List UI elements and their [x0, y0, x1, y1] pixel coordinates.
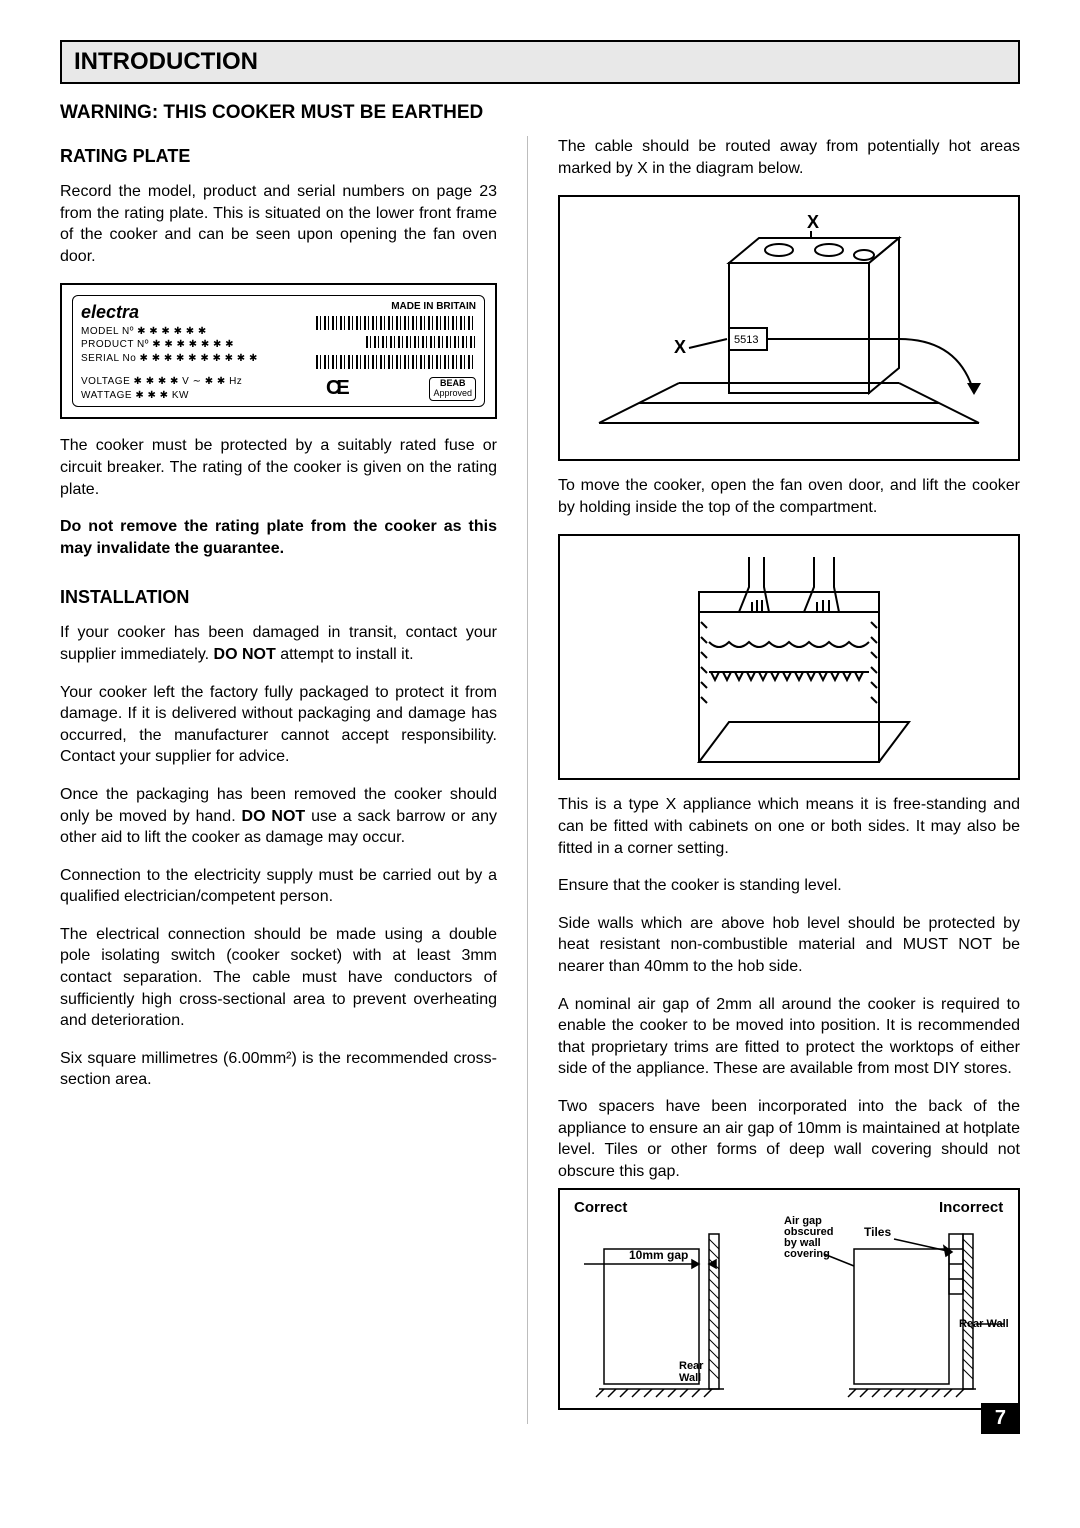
barcode-3: [316, 355, 476, 369]
rear-wall-right-label: Rear Wall: [959, 1318, 1009, 1330]
left-column: RATING PLATE Record the model, product a…: [60, 136, 497, 1424]
do-not-remove-paragraph: Do not remove the rating plate from the …: [60, 516, 497, 559]
page-number: 7: [981, 1403, 1020, 1434]
right-column: The cable should be routed away from pot…: [558, 136, 1020, 1424]
brand-label: electra: [81, 300, 279, 324]
right-p1: The cable should be routed away from pot…: [558, 136, 1020, 179]
voltage-line: VOLTAGE ✱ ✱ ✱ ✱ V ∼ ✱ ✱ Hz: [81, 375, 242, 389]
product-line: PRODUCT Nº ✱ ✱ ✱ ✱ ✱ ✱ ✱: [81, 338, 279, 352]
beab-box: BEAB Approved: [429, 377, 476, 401]
ce-mark: CE: [326, 375, 346, 402]
lift-cooker-svg: [639, 542, 939, 772]
made-in-label: MADE IN BRITAIN: [279, 300, 477, 314]
barcode-1: [316, 316, 476, 330]
installation-heading: INSTALLATION: [60, 587, 497, 608]
right-p7: Two spacers have been incorporated into …: [558, 1096, 1020, 1182]
gap-label: 10mm gap: [629, 1248, 688, 1262]
beab-approved: Approved: [433, 389, 472, 399]
tiles-label: Tiles: [864, 1225, 891, 1239]
rear-wall-left-label: RearWall: [679, 1360, 704, 1384]
install-p3: Once the packaging has been removed the …: [60, 784, 497, 849]
svg-text:X: X: [674, 337, 686, 357]
install-p3b: DO NOT: [242, 808, 306, 825]
install-p1c: attempt to install it.: [276, 646, 414, 663]
install-p4: Connection to the electricity supply mus…: [60, 865, 497, 908]
page: INTRODUCTION WARNING: THIS COOKER MUST B…: [0, 0, 1080, 1454]
spacer-gap-figure: Correct: [558, 1188, 1020, 1410]
right-p3: This is a type X appliance which means i…: [558, 794, 1020, 859]
spacer-gap-svg: Correct: [564, 1194, 1014, 1404]
warning-line: WARNING: THIS COOKER MUST BE EARTHED: [60, 102, 1020, 124]
fuse-paragraph: The cooker must be protected by a suitab…: [60, 435, 497, 500]
correct-label: Correct: [574, 1199, 627, 1216]
rating-plate-heading: RATING PLATE: [60, 146, 497, 167]
section-header: INTRODUCTION: [60, 40, 1020, 84]
column-divider: [527, 136, 528, 1424]
serial-line: SERIAL No ✱ ✱ ✱ ✱ ✱ ✱ ✱ ✱ ✱ ✱: [81, 352, 279, 366]
model-line: MODEL Nº ✱ ✱ ✱ ✱ ✱ ✱: [81, 325, 279, 339]
cable-routing-figure: X X 5513: [558, 195, 1020, 461]
install-p5: The electrical connection should be made…: [60, 924, 497, 1032]
wattage-line: WATTAGE ✱ ✱ ✱ KW: [81, 389, 242, 403]
right-p2: To move the cooker, open the fan oven do…: [558, 475, 1020, 518]
two-column-layout: RATING PLATE Record the model, product a…: [60, 136, 1020, 1424]
cable-routing-svg: X X 5513: [579, 203, 999, 453]
install-p1: If your cooker has been damaged in trans…: [60, 622, 497, 665]
barcode-2: [366, 336, 476, 348]
install-p6: Six square millimetres (6.00mm²) is the …: [60, 1048, 497, 1091]
incorrect-label: Incorrect: [939, 1199, 1003, 1216]
install-p2: Your cooker left the factory fully packa…: [60, 682, 497, 768]
rating-plate-inner: electra MODEL Nº ✱ ✱ ✱ ✱ ✱ ✱ PRODUCT Nº …: [72, 295, 485, 407]
socket-label: 5513: [734, 334, 758, 346]
rating-plate-figure: electra MODEL Nº ✱ ✱ ✱ ✱ ✱ ✱ PRODUCT Nº …: [60, 283, 497, 419]
rating-plate-intro: Record the model, product and serial num…: [60, 181, 497, 267]
airgap-label: Air gapobscuredby wallcovering: [784, 1215, 834, 1260]
install-p1b: DO NOT: [214, 646, 276, 663]
right-p6: A nominal air gap of 2mm all around the …: [558, 994, 1020, 1080]
svg-text:X: X: [807, 212, 819, 232]
lift-cooker-figure: [558, 534, 1020, 780]
right-p5: Side walls which are above hob level sho…: [558, 913, 1020, 978]
right-p4: Ensure that the cooker is standing level…: [558, 875, 1020, 897]
